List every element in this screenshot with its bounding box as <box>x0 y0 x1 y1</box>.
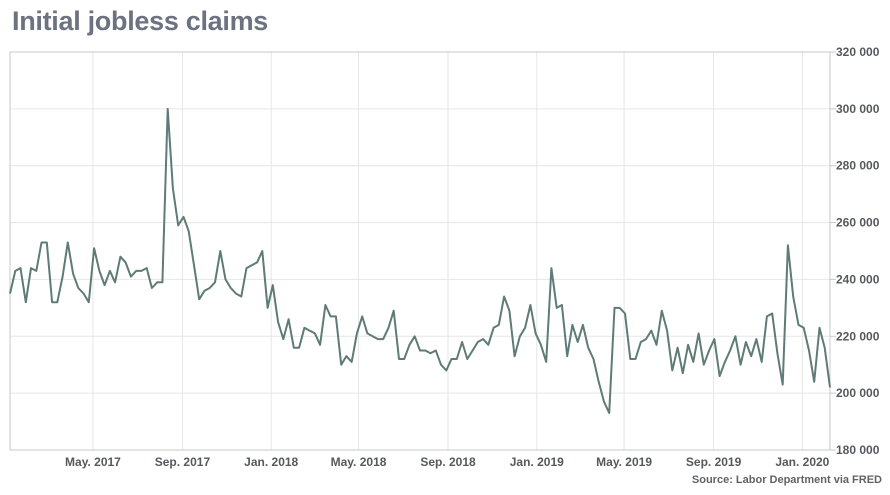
y-tick-label: 320 000 <box>836 45 880 59</box>
y-tick-label: 280 000 <box>836 159 880 173</box>
jobless-claims-line <box>9 107 831 414</box>
x-tick-label: Sep. 2019 <box>686 455 742 469</box>
y-tick-label: 180 000 <box>836 443 880 457</box>
x-tick-label: Jan. 2019 <box>510 455 564 469</box>
y-tick-label: 200 000 <box>836 386 880 400</box>
x-tick-label: May. 2019 <box>596 455 652 469</box>
chart-title: Initial jobless claims <box>12 6 269 36</box>
y-tick-label: 220 000 <box>836 329 880 343</box>
x-tick-label: Sep. 2017 <box>155 455 211 469</box>
x-tick-label: Sep. 2018 <box>420 455 476 469</box>
plot-frame <box>9 51 831 451</box>
y-tick-label: 240 000 <box>836 272 880 286</box>
y-tick-label: 260 000 <box>836 216 880 230</box>
y-tick-label: 300 000 <box>836 102 880 116</box>
axis-ticks: 320 000 300 000 280 000 260 000 240 000 220 0… <box>65 45 880 469</box>
x-tick-label: May. 2017 <box>65 455 121 469</box>
x-tick-label: Jan. 2020 <box>775 455 829 469</box>
x-tick-label: May. 2018 <box>331 455 387 469</box>
x-tick-label: Jan. 2018 <box>244 455 298 469</box>
source-note: Source: Labor Department via FRED <box>691 474 882 486</box>
grid-lines <box>10 51 830 451</box>
